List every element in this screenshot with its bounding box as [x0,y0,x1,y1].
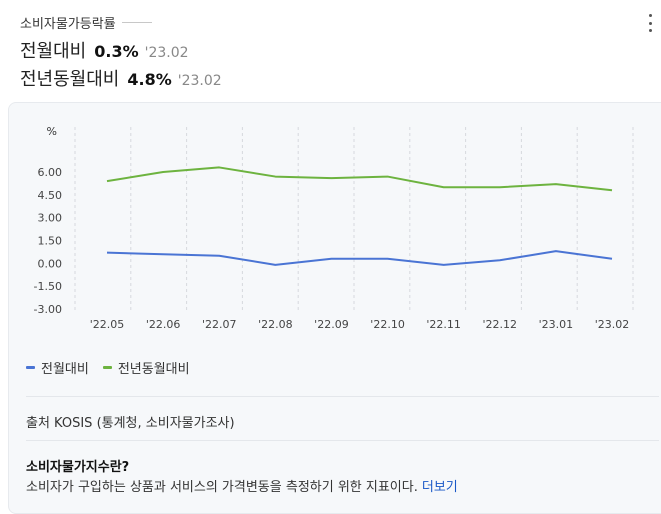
y-tick-label: 4.50 [38,189,63,202]
card-title-text: 소비자물가등락률 [20,17,116,32]
chart-legend: 전월대비 전년동월대비 [26,358,204,377]
series-line-1 [106,166,613,192]
divider-bottom [26,440,659,441]
title-rule [121,22,152,23]
x-tick-label: '22.08 [258,318,293,331]
y-tick-label: 6.00 [38,166,63,179]
legend-item-yoy[interactable]: 전년동월대비 [102,358,190,377]
card-title: 소비자물가등락률 [20,13,152,32]
series-lines [106,166,613,266]
x-tick-label: '22.06 [146,318,181,331]
x-axis: '22.05 '22.06 '22.07 '22.08 '22.09 '22.10 '22.… [90,318,630,331]
mom-stat-date: '23.02 [144,45,189,61]
more-options-icon[interactable] [645,14,655,32]
x-tick-label: '23.01 [539,318,574,331]
more-link[interactable]: 더보기 [421,480,458,495]
line-chart: 6.004.503.001.500.00-1.50-3.00 '22.05'22… [34,125,634,331]
y-axis: 6.00 4.50 3.00 1.50 0.00 -1.50 -3.00 [34,166,62,316]
x-tick-label: '22.12 [483,318,518,331]
chart-panel: 6.00 4.50 3.00 1.50 0.00 -1.50 -3.00 '22.05'22… [8,102,661,514]
yoy-stat-label: 전년동월대비 [20,69,120,90]
mom-stat-label: 전월대비 [20,41,87,62]
x-tick-label: '22.05 [90,318,125,331]
chart-grid [74,127,634,310]
source-text: 출처 KOSIS (통계청, 소비자물가조사) [26,416,235,431]
legend-label-yoy: 전년동월대비 [117,362,190,377]
x-tick-label: '22.10 [370,318,405,331]
x-tick-label: '23.02 [595,318,630,331]
mom-stat-value: 0.3% [94,42,139,61]
y-tick-label: 3.00 [38,212,63,225]
legend-item-mom[interactable]: 전월대비 [26,358,89,377]
y-tick-label: -1.50 [34,280,62,293]
yoy-stat-value: 4.8% [127,70,172,89]
definition-text: 소비자가 구입하는 상품과 서비스의 가격변동을 측정하기 위한 지표이다. [26,480,418,495]
y-tick-label: 1.50 [38,235,63,248]
definition-title: 소비자물가지수란? [26,460,130,475]
divider-top [26,396,659,397]
legend-label-mom: 전월대비 [41,362,89,377]
y-axis-unit: % [47,125,57,138]
mom-stat: 전월대비 0.3% '23.02 [20,37,189,63]
legend-swatch-yoy [102,366,112,369]
x-tick-label: '22.07 [202,318,237,331]
series-line-0 [106,250,613,266]
y-tick-label: -3.00 [34,303,62,316]
x-tick-label: '22.09 [314,318,349,331]
y-tick-label: 0.00 [38,257,63,270]
legend-swatch-mom [26,366,35,369]
yoy-stat: 전년동월대비 4.8% '23.02 [20,65,222,91]
yoy-stat-date: '23.02 [177,73,222,89]
definition-text-row: 소비자가 구입하는 상품과 서비스의 가격변동을 측정하기 위한 지표이다. 더보… [26,476,458,495]
x-tick-label: '22.11 [426,318,461,331]
